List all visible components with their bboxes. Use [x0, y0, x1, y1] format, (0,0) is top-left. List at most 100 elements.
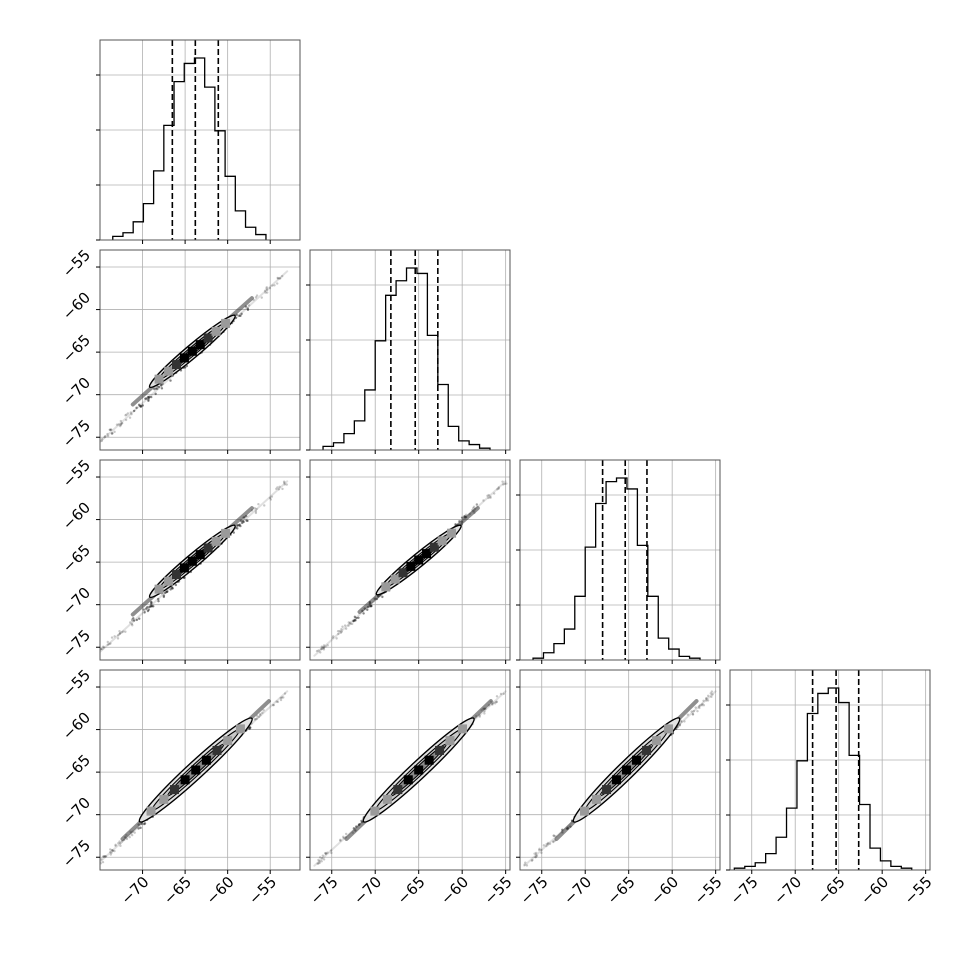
scatter-panel-2-1 [96, 249, 301, 454]
y-tick-label: −60 [59, 708, 94, 743]
density-cell [180, 775, 190, 785]
scatter-point [335, 637, 338, 640]
scatter-point [101, 647, 104, 651]
scatter-point [253, 507, 256, 510]
scatter-point [494, 700, 498, 704]
scatter-point [102, 645, 105, 648]
scatter-point [110, 432, 114, 435]
scatter-point [145, 397, 148, 400]
density-cell [612, 775, 622, 785]
density-cell [592, 794, 602, 804]
scatter-point [111, 849, 115, 852]
scatter-point [118, 840, 121, 843]
scatter-point [119, 423, 122, 427]
scatter-point [265, 286, 268, 289]
scatter-point [130, 833, 134, 837]
density-cell [390, 574, 400, 584]
scatter-point [118, 631, 122, 635]
x-tick-label: −55 [481, 873, 516, 908]
y-tick-label: −70 [59, 584, 94, 619]
scatter-point [340, 630, 343, 633]
scatter-point [131, 619, 134, 622]
scatter-point [487, 493, 490, 497]
scatter-point [255, 507, 258, 511]
scatter-point [109, 428, 113, 431]
scatter-point [115, 423, 119, 426]
scatter-point [497, 486, 500, 489]
scatter-point [130, 413, 133, 416]
scatter-point [125, 837, 129, 841]
panel-content [313, 480, 508, 657]
scatter-point [259, 714, 262, 717]
scatter-point [329, 849, 333, 852]
scatter-point [475, 503, 479, 506]
scatter-point [339, 838, 342, 842]
density-cell [642, 745, 652, 755]
density-cell [622, 765, 632, 775]
scatter-point [683, 720, 686, 723]
scatter-point [483, 710, 486, 713]
scatter-point [254, 718, 257, 721]
scatter-point [165, 590, 169, 593]
density-cell [447, 528, 457, 538]
density-cell [370, 806, 380, 816]
scatter-point [502, 692, 505, 696]
histogram-panel-4 [726, 669, 931, 874]
density-cell [381, 582, 391, 592]
scatter-point [160, 387, 164, 390]
scatter-point [264, 291, 267, 294]
scatter-point [497, 487, 500, 490]
density-cell [632, 755, 642, 765]
scatter-point [100, 438, 104, 441]
scatter-point [263, 504, 266, 507]
scatter-point [487, 496, 490, 500]
scatter-point [255, 717, 259, 720]
density-cell [652, 736, 662, 746]
density-cell [221, 528, 231, 538]
y-tick-label: −60 [59, 288, 94, 323]
scatter-point [97, 655, 99, 657]
scatter-point [326, 851, 329, 854]
y-tick-label: −55 [59, 246, 94, 281]
x-tick-label: −65 [394, 873, 429, 908]
scatter-point [282, 480, 286, 483]
x-tick-label: −70 [350, 873, 385, 908]
scatter-point [348, 621, 352, 624]
scatter-point [706, 694, 710, 698]
scatter-point [119, 419, 123, 423]
density-cell [159, 794, 169, 804]
scatter-point [157, 599, 160, 603]
density-cell [203, 543, 213, 553]
scatter-point [499, 692, 503, 696]
scatter-point [110, 432, 114, 435]
scatter-point [113, 849, 116, 853]
scatter-point [339, 839, 342, 842]
scatter-point [321, 646, 324, 649]
scatter-point [128, 835, 131, 839]
scatter-point [97, 864, 99, 866]
scatter-point [525, 864, 529, 867]
scatter-point [678, 724, 681, 727]
scatter-point [281, 275, 284, 278]
scatter-point [321, 647, 324, 651]
scatter-point [316, 862, 319, 865]
scatter-point [276, 276, 279, 280]
scatter-point [120, 421, 124, 425]
scatter-point [240, 312, 243, 316]
scatter-point [109, 848, 112, 851]
scatter-point [100, 858, 103, 861]
scatter-point [496, 488, 499, 491]
scatter-point [261, 711, 264, 714]
scatter-point [534, 855, 537, 859]
histogram-steps-2 [322, 267, 491, 450]
scatter-panel-3-1 [96, 459, 301, 664]
scatter-point [552, 834, 556, 837]
density-cell [664, 724, 674, 734]
scatter-point [317, 862, 320, 865]
scatter-point [338, 629, 341, 633]
scatter-point [174, 583, 178, 587]
scatter-panel-4-2 [306, 669, 511, 874]
scatter-point [148, 605, 151, 609]
scatter-point [157, 385, 161, 389]
panel-content [523, 690, 717, 867]
